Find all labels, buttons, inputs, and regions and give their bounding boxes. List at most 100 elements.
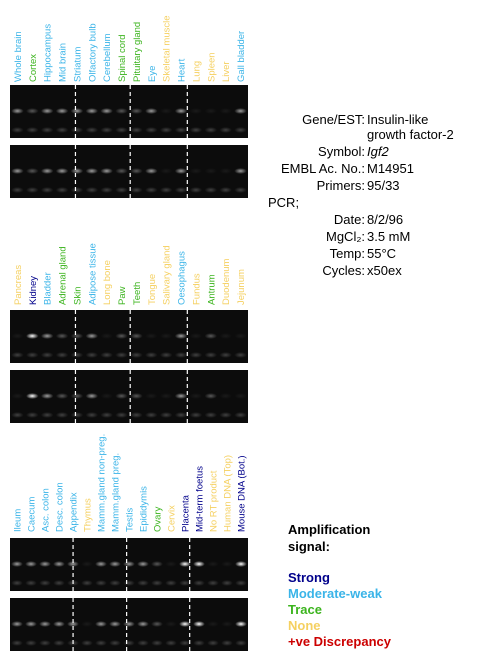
primer-band [207, 580, 219, 586]
primer-band [123, 640, 135, 646]
lane-label: Cervix [167, 505, 178, 532]
product-band [204, 393, 218, 399]
primer-band [55, 187, 69, 193]
primer-band [219, 127, 232, 133]
lane-label: Pancreas [13, 265, 24, 305]
product-band [100, 168, 113, 174]
product-band [235, 561, 247, 567]
primer-band [11, 580, 23, 586]
primer-band [11, 187, 24, 193]
lane-label: Mouse DNA (Bot.) [237, 455, 248, 532]
product-band [115, 168, 128, 174]
product-band [81, 561, 93, 567]
product-band [55, 393, 69, 399]
info-label: Cycles: [322, 263, 365, 278]
product-band [174, 393, 188, 399]
legend-item: Trace [288, 602, 322, 617]
product-band [95, 561, 107, 567]
primer-band [115, 352, 128, 358]
primer-band [204, 352, 218, 358]
primer-band [95, 580, 107, 586]
primer-band [189, 352, 203, 358]
lane-label: Spinal cord [117, 34, 128, 82]
lane-label: Oesophagus [177, 251, 188, 305]
primer-band [145, 412, 158, 418]
pcr-heading: PCR; [268, 195, 299, 210]
primer-band [174, 352, 188, 358]
product-band [145, 393, 158, 399]
primer-band [137, 580, 149, 586]
info-value: 55°C [367, 246, 396, 261]
product-band [109, 561, 121, 567]
product-band [174, 168, 188, 174]
primer-band [234, 352, 247, 358]
primer-band [11, 352, 24, 358]
product-band [123, 561, 135, 567]
product-band [11, 621, 23, 627]
product-band [85, 168, 99, 174]
info-label: MgCl₂: [326, 229, 365, 244]
product-band [100, 108, 113, 114]
primer-band [159, 352, 173, 358]
lane-label: Jejunum [236, 269, 247, 305]
primer-band [81, 640, 93, 646]
product-band [219, 333, 232, 339]
lane-label: Olfactory bulb [87, 23, 98, 82]
primer-band [221, 640, 233, 646]
lane-label: Liver [221, 61, 232, 82]
primer-band [235, 640, 247, 646]
lane-label: Duodenum [221, 258, 232, 305]
primer-band [40, 187, 54, 193]
primer-band [26, 352, 39, 358]
lane-label: Salivary gland [162, 245, 173, 305]
product-band [11, 393, 24, 399]
product-band [179, 561, 191, 567]
product-band [115, 108, 128, 114]
product-band [159, 333, 173, 339]
legend-item: None [288, 618, 321, 633]
primer-band [85, 127, 99, 133]
product-band [81, 621, 93, 627]
primer-band [100, 127, 113, 133]
product-band [123, 621, 135, 627]
product-band [109, 621, 121, 627]
lane-label: Teeth [132, 282, 143, 305]
legend-title: signal: [288, 539, 330, 554]
primer-band [179, 640, 191, 646]
lane-label: Human DNA (Top) [223, 455, 234, 532]
primer-band [109, 640, 121, 646]
info-value: 3.5 mM [367, 229, 410, 244]
legend-item: Moderate-weak [288, 586, 383, 601]
lane-label: No RT product [209, 470, 220, 532]
product-band [95, 621, 107, 627]
lane-label: Mamm.gland preg. [111, 453, 122, 532]
product-band [55, 333, 69, 339]
lane-label: Heart [177, 58, 188, 82]
primer-band [219, 187, 232, 193]
lane-label: Ovary [153, 506, 164, 532]
primer-band [145, 127, 158, 133]
primer-band [81, 580, 93, 586]
primer-band [53, 580, 65, 586]
primer-band [70, 352, 84, 358]
primer-band [67, 640, 79, 646]
primer-band [85, 187, 99, 193]
product-band [115, 333, 128, 339]
product-band [11, 168, 24, 174]
product-band [55, 168, 69, 174]
primer-band [109, 580, 121, 586]
product-band [151, 621, 163, 627]
primer-band [235, 580, 247, 586]
legend-item: Strong [288, 570, 330, 585]
product-band [234, 108, 247, 114]
product-band [70, 333, 84, 339]
primer-band [189, 187, 203, 193]
product-band [137, 561, 149, 567]
product-band [70, 108, 84, 114]
product-band [26, 168, 39, 174]
product-band [55, 108, 69, 114]
product-band [193, 561, 205, 567]
product-band [189, 393, 203, 399]
product-band [165, 621, 177, 627]
product-band [204, 168, 218, 174]
